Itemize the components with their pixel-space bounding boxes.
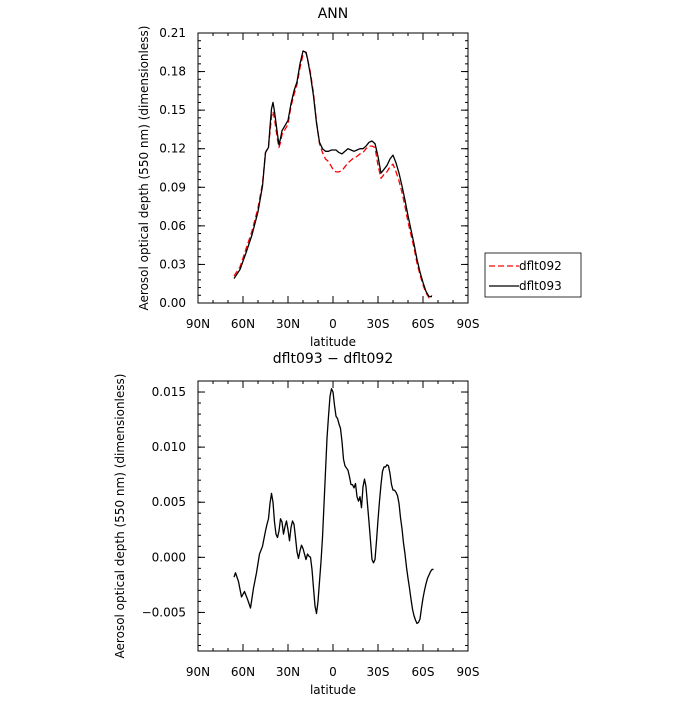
y-tick-label: 0.21 bbox=[159, 26, 186, 40]
y-tick-label: 0.010 bbox=[152, 440, 186, 454]
x-tick-label: 30S bbox=[367, 317, 390, 331]
plot-frame bbox=[197, 380, 469, 652]
x-tick-label: 0 bbox=[329, 317, 337, 331]
x-tick-label: 60S bbox=[412, 317, 435, 331]
y-tick-label: 0.18 bbox=[159, 65, 186, 79]
y-tick-label: 0.15 bbox=[159, 103, 186, 117]
y-tick-label: 0.06 bbox=[159, 219, 186, 233]
legend-label: dflt092 bbox=[519, 259, 562, 273]
y-axis-label: Aerosol optical depth (550 nm) (dimensio… bbox=[113, 374, 127, 659]
y-axis-label: Aerosol optical depth (550 nm) (dimensio… bbox=[137, 26, 151, 311]
x-axis-label: latitude bbox=[310, 683, 356, 697]
series-line-dflt092 bbox=[233, 51, 433, 299]
chart-title: dflt093 − dflt092 bbox=[273, 351, 393, 367]
chart-panel-1: 90N 60N 30N 0 30S 60S 90S 0.00 0.03 0.06 0.09 0.12 0… bbox=[137, 6, 582, 349]
legend-label: dflt093 bbox=[519, 279, 562, 293]
y-tick-label: 0.09 bbox=[159, 180, 186, 194]
x-tick-label: 90S bbox=[457, 665, 480, 679]
legend: dflt092 dflt093 bbox=[484, 252, 582, 298]
difference-series-line bbox=[233, 388, 434, 625]
x-tick-label: 90N bbox=[186, 665, 210, 679]
x-tick-label: 60N bbox=[231, 665, 255, 679]
y-tick-label: 0.005 bbox=[152, 495, 186, 509]
x-tick-label: 0 bbox=[329, 665, 337, 679]
x-tick-label: 30N bbox=[276, 665, 300, 679]
chart-panel-2: 90N 60N 30N 0 30S 60S 90S −0.005 0.000 0.005 0.010… bbox=[113, 351, 479, 697]
y-tick-label: 0.000 bbox=[152, 550, 186, 564]
x-tick-label: 90N bbox=[186, 317, 210, 331]
x-axis-label: latitude bbox=[310, 335, 356, 349]
y-tick-label: 0.03 bbox=[159, 257, 186, 271]
y-tick-label: −0.005 bbox=[142, 605, 186, 619]
x-tick-label: 30N bbox=[276, 317, 300, 331]
x-tick-label: 60S bbox=[412, 665, 435, 679]
x-tick-label: 90S bbox=[457, 317, 480, 331]
y-tick-label: 0.12 bbox=[159, 142, 186, 156]
y-tick-label: 0.00 bbox=[159, 296, 186, 310]
legend-box bbox=[484, 252, 582, 298]
x-tick-label: 60N bbox=[231, 317, 255, 331]
y-tick-label: 0.015 bbox=[152, 385, 186, 399]
chart-title: ANN bbox=[318, 6, 349, 22]
series-line-dflt093 bbox=[233, 50, 432, 298]
x-tick-label: 30S bbox=[367, 665, 390, 679]
